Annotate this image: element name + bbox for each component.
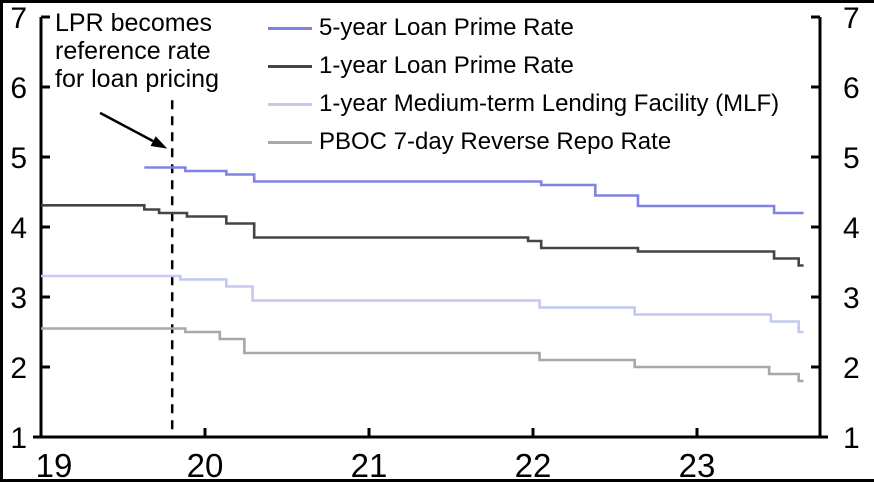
annotation-lpr-note: LPR becomes reference rate for loan pric…	[55, 9, 219, 93]
series-line-3	[41, 327, 804, 383]
y-tick-label-right: 6	[843, 72, 860, 105]
annotation-arrowhead-icon	[150, 136, 168, 149]
legend-item-5y-lpr: 5-year Loan Prime Rate	[268, 9, 779, 47]
x-tick-label: 23	[679, 447, 716, 482]
x-tick-label: 20	[187, 447, 224, 482]
series-line-0	[144, 166, 804, 215]
annotation-arrow	[99, 111, 154, 143]
legend-label: 1-year Medium-term Lending Facility (MLF…	[319, 90, 780, 117]
y-tick-label-right: 5	[843, 142, 860, 175]
legend-line-swatch-icon	[268, 26, 312, 30]
series-line-1	[41, 204, 804, 267]
y-tick-label-left: 5	[10, 142, 27, 175]
y-tick-label-left: 6	[10, 72, 27, 105]
legend: 5-year Loan Prime Rate 1-year Loan Prime…	[268, 9, 779, 161]
y-tick-label-right: 4	[843, 212, 860, 245]
y-tick-label-left: 2	[10, 352, 27, 385]
legend-line-swatch-icon	[268, 64, 312, 68]
y-tick-label-left: 7	[10, 2, 27, 35]
legend-label: 5-year Loan Prime Rate	[319, 14, 574, 41]
y-tick-label-left: 1	[10, 422, 27, 455]
frame-border-bottom	[0, 479, 874, 482]
legend-item-mlf: 1-year Medium-term Lending Facility (MLF…	[268, 85, 779, 123]
y-tick-label-right: 3	[843, 282, 860, 315]
y-tick-label-right: 1	[843, 422, 860, 455]
legend-label: PBOC 7-day Reverse Repo Rate	[319, 128, 672, 155]
legend-item-1y-lpr: 1-year Loan Prime Rate	[268, 47, 779, 85]
y-tick-label-left: 4	[10, 212, 27, 245]
legend-line-swatch-icon	[268, 102, 312, 106]
x-tick-label: 19	[36, 447, 73, 482]
y-tick-label-left: 3	[10, 282, 27, 315]
frame-border-top	[0, 0, 874, 3]
x-tick-label: 21	[351, 447, 388, 482]
frame-border-left	[0, 0, 3, 482]
legend-item-repo: PBOC 7-day Reverse Repo Rate	[268, 123, 779, 161]
series-line-2	[41, 274, 804, 334]
y-tick-label-right: 7	[843, 2, 860, 35]
legend-label: 1-year Loan Prime Rate	[319, 52, 574, 79]
legend-line-swatch-icon	[268, 140, 312, 144]
y-tick-label-right: 2	[843, 352, 860, 385]
x-tick-label: 22	[515, 447, 552, 482]
